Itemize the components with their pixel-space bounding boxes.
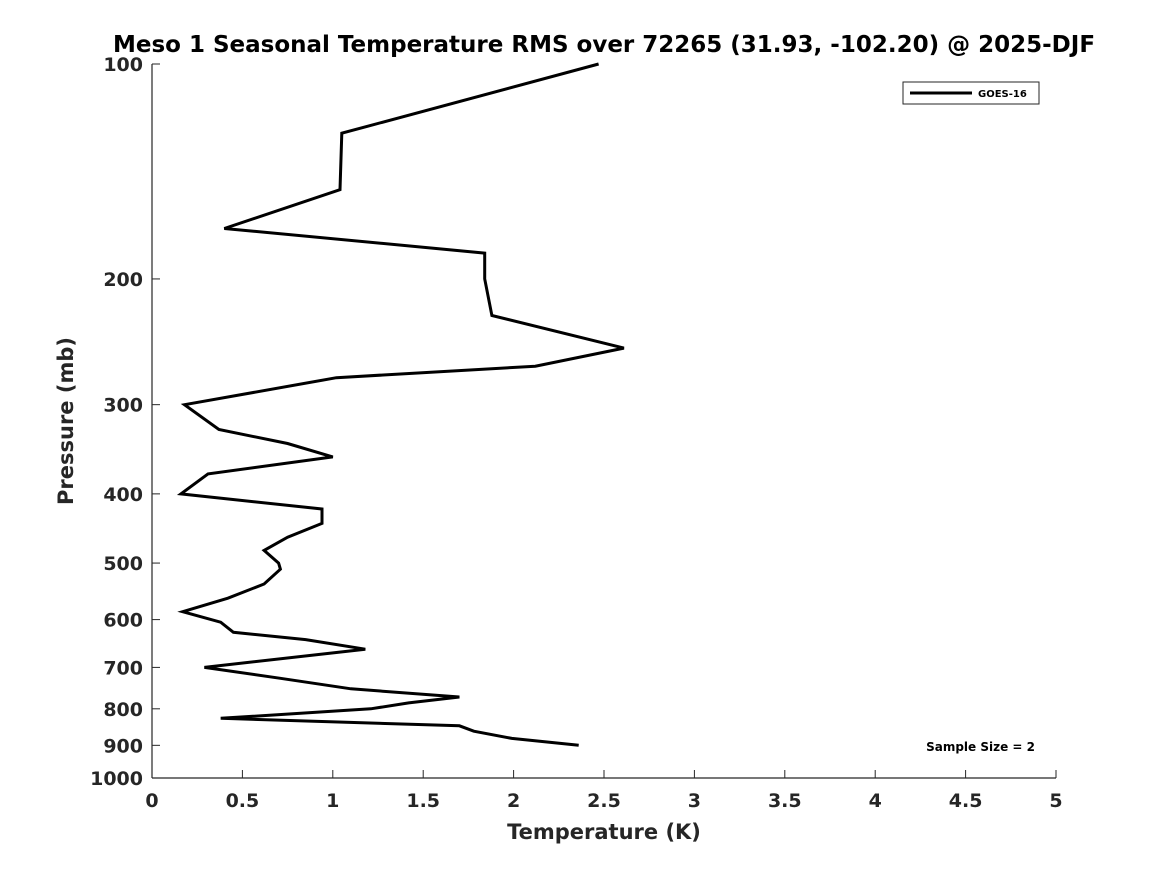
x-tick-label: 0.5 bbox=[226, 790, 260, 812]
y-axis-label: Pressure (mb) bbox=[54, 337, 78, 505]
x-tick-label: 3 bbox=[688, 790, 701, 812]
y-tick-label: 200 bbox=[103, 269, 143, 291]
y-axis-ticks: 100 200 300 400 500 600 700 800 900 1000 bbox=[90, 54, 160, 790]
y-tick-label: 800 bbox=[103, 699, 143, 721]
legend: GOES-16 bbox=[902, 81, 1040, 105]
x-axis-ticks: 0 0.5 1 1.5 2 2.5 3 3.5 4 4.5 5 bbox=[145, 770, 1063, 812]
x-tick-label: 1 bbox=[326, 790, 339, 812]
y-tick-label: 1000 bbox=[90, 768, 143, 790]
y-tick-label: 500 bbox=[103, 553, 143, 575]
y-tick-label: 100 bbox=[103, 54, 143, 76]
y-tick-label: 600 bbox=[103, 610, 143, 632]
x-axis-label: Temperature (K) bbox=[507, 820, 701, 844]
legend-label-goes-16: GOES-16 bbox=[978, 89, 1027, 100]
y-tick-label: 400 bbox=[103, 484, 143, 506]
series-line-goes-16 bbox=[176, 62, 625, 747]
sample-size-note: Sample Size = 2 bbox=[926, 740, 1035, 754]
x-tick-label: 4.5 bbox=[949, 790, 983, 812]
chart-title: Meso 1 Seasonal Temperature RMS over 722… bbox=[113, 32, 1095, 58]
x-tick-label: 2.5 bbox=[587, 790, 621, 812]
x-tick-label: 1.5 bbox=[406, 790, 440, 812]
y-tick-label: 300 bbox=[103, 395, 143, 417]
x-tick-label: 2 bbox=[507, 790, 520, 812]
y-tick-label: 700 bbox=[103, 657, 143, 679]
y-tick-label: 900 bbox=[103, 735, 143, 757]
x-tick-label: 4 bbox=[869, 790, 882, 812]
x-tick-label: 5 bbox=[1049, 790, 1062, 812]
x-tick-label: 0 bbox=[145, 790, 158, 812]
x-tick-label: 3.5 bbox=[768, 790, 802, 812]
